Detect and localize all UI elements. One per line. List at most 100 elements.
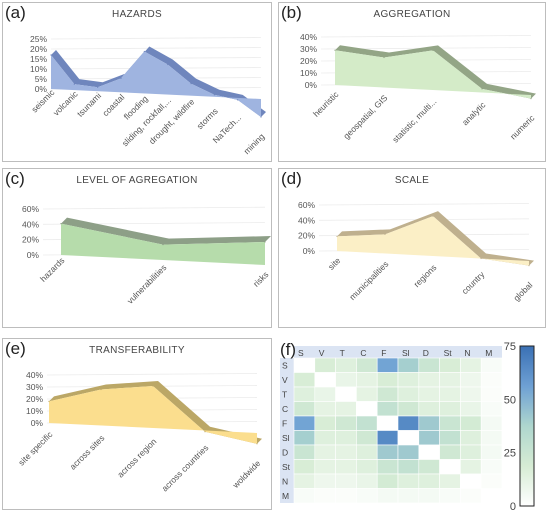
heatmap-cell [335, 415, 357, 431]
heatmap-cell [480, 444, 503, 460]
data-point [143, 50, 145, 53]
y-tick-label: 20% [300, 56, 317, 66]
heatmap-cell [293, 372, 316, 388]
heatmap-cell [356, 372, 378, 388]
heatmap-cell [418, 459, 440, 475]
heatmap-column-label: C [360, 348, 366, 358]
heatmap-cell [293, 401, 316, 417]
data-point [264, 241, 266, 243]
heatmap-cell [376, 444, 399, 460]
gridline [42, 206, 266, 210]
data-point [432, 215, 434, 217]
panel-label: (a) [5, 3, 26, 22]
panel-level-of-aggregation: (c) LEVEL OF AGREGATION 60% 40% 20% 0% hazar… [2, 168, 272, 328]
heatmap-cell [397, 372, 420, 388]
heatmap-row-label: F [282, 419, 287, 429]
heatmap-row-label: M [282, 491, 289, 501]
heatmap-cell [397, 488, 420, 504]
chart-svg: 40% 30% 20% 10% 0%heuristic geospatial, GIS st… [300, 32, 537, 144]
heatmap-cell [397, 459, 420, 475]
heatmap-column-label: Sl [402, 348, 410, 358]
heatmap-cell [314, 430, 336, 446]
category-label: mining [242, 131, 267, 156]
chart-title: SCALE [394, 175, 430, 186]
y-tick-label: 60% [298, 200, 315, 210]
heatmap-cell [418, 415, 440, 431]
data-point [97, 86, 99, 88]
colorbar-tick-label: 75 [504, 341, 516, 353]
heatmap-cell [293, 473, 316, 489]
panel-heatmap: (f) S V T C F Sl D St N M S V T C F Sl D St N M 75 50 25 0 [280, 338, 548, 513]
data-point [162, 244, 164, 246]
heatmap-cell [480, 488, 503, 504]
data-point [152, 385, 154, 387]
heatmap-row-label: C [282, 404, 288, 414]
y-tick-label: 20% [26, 394, 43, 404]
heatmap-cell [480, 430, 503, 446]
heatmap-cell [356, 386, 378, 402]
data-point [432, 49, 434, 52]
gridline [318, 203, 530, 206]
heatmap-cell [397, 401, 420, 417]
y-tick-label: 15% [30, 54, 47, 64]
category-label: geospatial, GIS [341, 93, 389, 141]
area-series [61, 223, 265, 265]
heatmap-cell [460, 430, 482, 446]
heatmap-cell [439, 372, 461, 388]
category-label: risks [251, 269, 270, 288]
heatmap-cell [376, 430, 399, 446]
y-tick-label: 40% [300, 32, 317, 42]
data-point [528, 265, 530, 267]
panel-hazards: (a) HAZARDS 25% 20% 15% 10% 5% 0% seismic volca… [2, 2, 272, 162]
heatmap-cell [376, 386, 399, 402]
gridline [320, 35, 532, 38]
colorbar-tick-label: 25 [504, 448, 516, 460]
area-top-band [61, 217, 271, 245]
heatmap-cell [314, 488, 336, 504]
heatmap-cell [460, 444, 482, 460]
heatmap-cell [356, 459, 378, 475]
panel-label: (d) [281, 169, 302, 188]
heatmap-cell [356, 357, 378, 373]
heatmap-cell [314, 372, 336, 388]
heatmap-cell [480, 372, 503, 388]
heatmap-cell [397, 430, 420, 446]
y-tick-label: 30% [26, 382, 43, 392]
data-point [213, 94, 215, 96]
heatmap-cell [293, 459, 316, 475]
gridline [50, 37, 262, 40]
heatmap-cell [335, 386, 357, 402]
y-tick-label: 10% [30, 64, 47, 74]
heatmap-cell [335, 430, 357, 446]
heatmap-column-label: D [423, 348, 429, 358]
area-series [335, 50, 531, 99]
chart-title: AGGREGATION [373, 9, 451, 20]
heatmap-cell [397, 386, 420, 402]
category-label: analytic [460, 99, 488, 127]
heatmap-cell [314, 386, 336, 402]
chart-title: LEVEL OF AGREGATION [76, 175, 198, 186]
heatmap-cell [376, 473, 399, 489]
panel-scale: (d) SCALE 60% 40% 20% 0% site municipalities r… [278, 168, 546, 328]
category-label: country [460, 269, 487, 296]
heatmap-column-label: F [381, 348, 386, 358]
heatmap-cell [439, 444, 461, 460]
data-point [167, 63, 169, 66]
heatmap-row-label: S [282, 361, 288, 371]
heatmap-cell [460, 488, 482, 504]
category-label: NaTech... [211, 113, 243, 145]
heatmap-row-label: N [282, 477, 288, 487]
heatmap-cell [397, 357, 420, 373]
data-point [336, 235, 338, 238]
heatmap-cell [293, 357, 316, 373]
area-top-band [337, 211, 534, 266]
chart-svg: 60% 40% 20% 0%hazards vulnerabilities risks [22, 204, 271, 306]
heatmap-cell [439, 430, 461, 446]
heatmap-column-label: S [298, 348, 304, 358]
heatmap-row-label: V [282, 375, 288, 385]
heatmap-cell [439, 386, 461, 402]
heatmap-cell [418, 488, 440, 504]
heatmap-cell [356, 488, 378, 504]
heatmap-cell [376, 415, 399, 431]
heatmap-column-label: V [319, 348, 325, 358]
